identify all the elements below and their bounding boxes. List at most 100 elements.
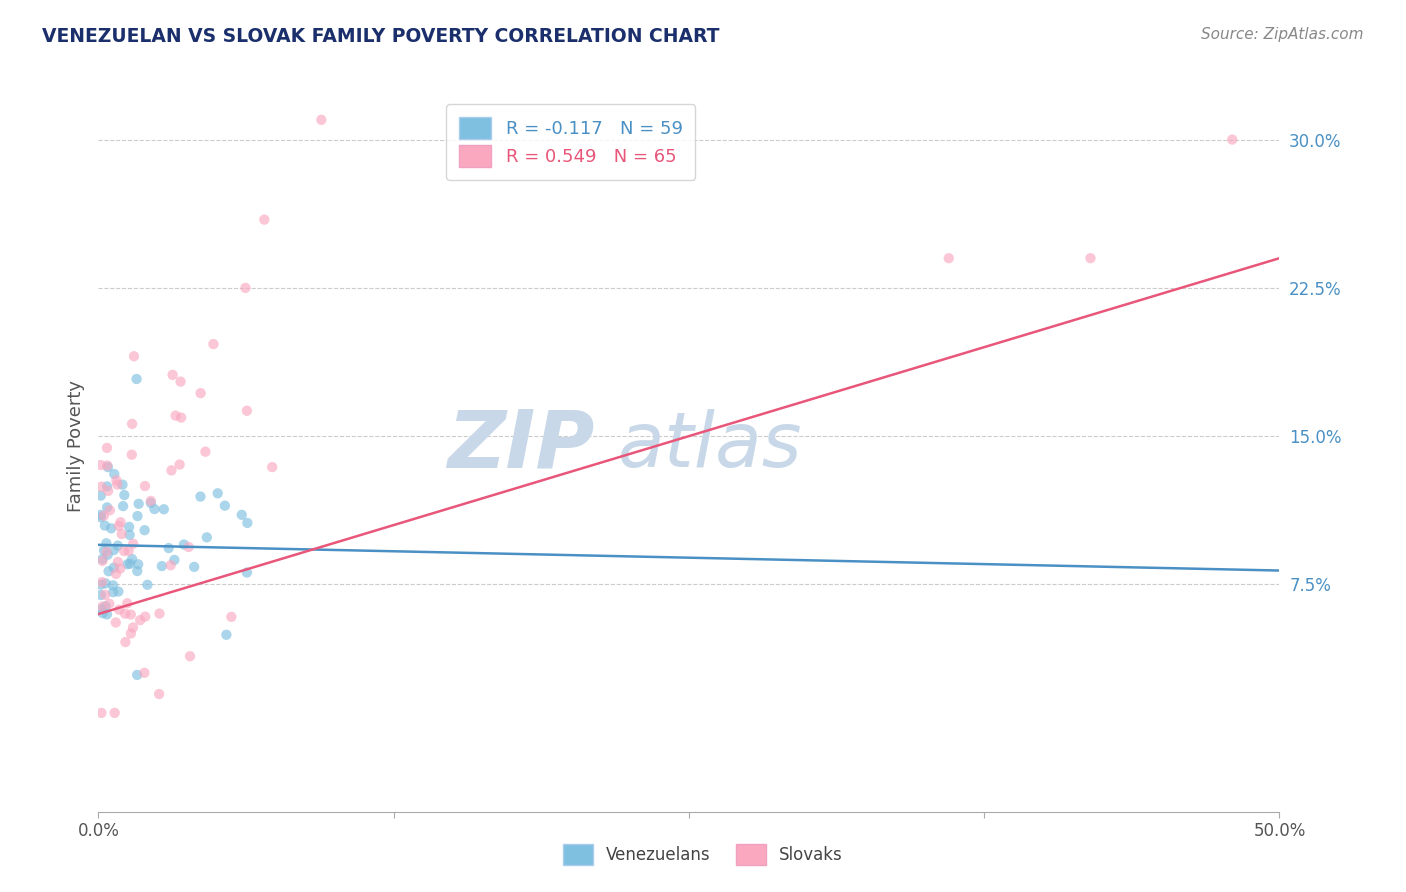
Point [221, 610, 243, 624]
Point [120, 626, 142, 640]
Point [236, 403, 259, 417]
Point [169, 375, 191, 389]
Point [134, 665, 156, 680]
Point [190, 490, 212, 504]
Point [96, 458, 118, 473]
Point [97, 460, 120, 475]
Point [120, 607, 142, 622]
Point [150, 559, 173, 574]
Point [207, 486, 229, 500]
Point [127, 668, 149, 682]
Point [96, 545, 118, 559]
Point [90, 458, 112, 472]
Point [112, 544, 135, 558]
Point [100, 521, 122, 535]
Point [91, 552, 114, 566]
Point [231, 508, 253, 522]
Point [134, 523, 156, 537]
Point [114, 607, 136, 621]
Point [121, 448, 143, 462]
Point [103, 543, 125, 558]
Point [104, 615, 127, 630]
Point [108, 602, 131, 616]
Point [103, 560, 125, 574]
Text: Source: ZipAtlas.com: Source: ZipAtlas.com [1201, 27, 1364, 42]
Point [136, 578, 159, 592]
Point [105, 473, 128, 487]
Point [139, 496, 162, 510]
Point [114, 635, 136, 649]
Point [121, 417, 143, 431]
Point [118, 528, 141, 542]
Point [128, 497, 150, 511]
Point [110, 561, 132, 575]
Point [143, 502, 166, 516]
Point [96, 441, 118, 455]
Text: atlas: atlas [619, 409, 803, 483]
Point [90, 602, 112, 616]
Point [1220, 132, 1243, 146]
Point [163, 553, 186, 567]
Point [1080, 251, 1102, 265]
Point [98, 597, 121, 611]
Point [118, 520, 141, 534]
Point [94, 588, 117, 602]
Point [104, 706, 127, 720]
Point [97, 548, 120, 562]
Point [127, 564, 149, 578]
Point [112, 488, 135, 502]
Point [160, 463, 183, 477]
Point [93, 508, 115, 523]
Point [111, 477, 134, 491]
Point [98, 503, 121, 517]
Point [122, 349, 145, 363]
Point [103, 467, 125, 481]
Point [112, 499, 135, 513]
Point [105, 566, 128, 581]
Point [134, 609, 156, 624]
Point [122, 537, 145, 551]
Point [162, 368, 184, 382]
Point [177, 540, 200, 554]
Point [94, 576, 117, 591]
Legend: R = -0.117   N = 59, R = 0.549   N = 65: R = -0.117 N = 59, R = 0.549 N = 65 [446, 104, 696, 179]
Point [148, 687, 170, 701]
Point [96, 500, 118, 515]
Point [90, 489, 112, 503]
Text: ZIP: ZIP [447, 407, 595, 485]
Point [148, 607, 170, 621]
Point [938, 251, 960, 265]
Point [96, 536, 118, 550]
Point [101, 585, 124, 599]
Point [90, 588, 112, 602]
Y-axis label: Family Poverty: Family Poverty [66, 380, 84, 512]
Point [90, 508, 112, 522]
Point [183, 560, 205, 574]
Point [125, 372, 148, 386]
Point [195, 530, 218, 544]
Point [139, 494, 162, 508]
Point [105, 477, 128, 491]
Point [311, 112, 333, 127]
Point [157, 541, 180, 555]
Point [127, 558, 149, 572]
Point [108, 519, 131, 533]
Point [117, 543, 139, 558]
Point [159, 558, 181, 573]
Point [91, 606, 114, 620]
Point [236, 516, 259, 530]
Point [107, 539, 129, 553]
Point [115, 596, 138, 610]
Point [253, 212, 276, 227]
Point [235, 281, 257, 295]
Point [127, 509, 149, 524]
Point [169, 458, 191, 472]
Point [96, 479, 118, 493]
Legend: Venezuelans, Slovaks: Venezuelans, Slovaks [553, 834, 853, 875]
Point [122, 620, 145, 634]
Point [215, 628, 238, 642]
Point [179, 649, 201, 664]
Point [94, 518, 117, 533]
Point [117, 558, 139, 572]
Point [190, 386, 212, 401]
